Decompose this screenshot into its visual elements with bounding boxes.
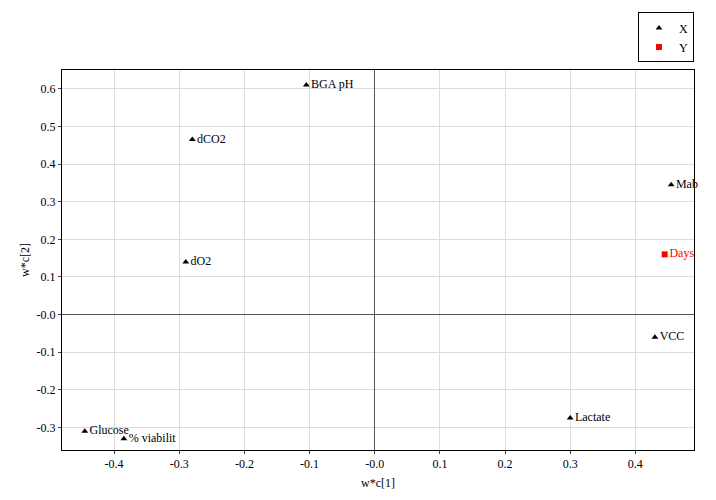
svg-text:0.6: 0.6: [41, 82, 56, 96]
svg-text:0.1: 0.1: [432, 457, 447, 471]
svg-text:0.5: 0.5: [41, 120, 56, 134]
svg-text:Days: Days: [669, 246, 694, 260]
svg-text:0.1: 0.1: [41, 270, 56, 284]
svg-text:VCC: VCC: [660, 329, 685, 343]
svg-text:-0.4: -0.4: [105, 457, 124, 471]
svg-text:-0.0: -0.0: [365, 457, 384, 471]
svg-text:X: X: [679, 22, 688, 36]
svg-text:0.3: 0.3: [563, 457, 578, 471]
svg-text:BGA pH: BGA pH: [311, 77, 354, 91]
svg-text:-0.3: -0.3: [37, 421, 56, 435]
svg-text:0.3: 0.3: [41, 195, 56, 209]
svg-text:-0.3: -0.3: [170, 457, 189, 471]
svg-text:dO2: dO2: [191, 254, 212, 268]
svg-text:-0.1: -0.1: [37, 345, 56, 359]
svg-text:-0.2: -0.2: [235, 457, 254, 471]
svg-text:Lactate: Lactate: [575, 410, 610, 424]
svg-text:w*c[2]: w*c[2]: [18, 243, 32, 277]
svg-text:Mab: Mab: [676, 177, 698, 191]
svg-text:% viabilit: % viabilit: [129, 431, 177, 445]
svg-text:Y: Y: [679, 41, 688, 55]
svg-text:0.2: 0.2: [498, 457, 513, 471]
svg-text:w*c[1]: w*c[1]: [361, 476, 395, 490]
svg-text:0.2: 0.2: [41, 233, 56, 247]
svg-text:-0.1: -0.1: [300, 457, 319, 471]
svg-text:0.4: 0.4: [41, 157, 56, 171]
svg-text:-0.2: -0.2: [37, 383, 56, 397]
svg-text:Glucose: Glucose: [90, 423, 129, 437]
svg-text:-0.0: -0.0: [37, 308, 56, 322]
svg-text:0.4: 0.4: [628, 457, 643, 471]
svg-text:dCO2: dCO2: [197, 132, 226, 146]
